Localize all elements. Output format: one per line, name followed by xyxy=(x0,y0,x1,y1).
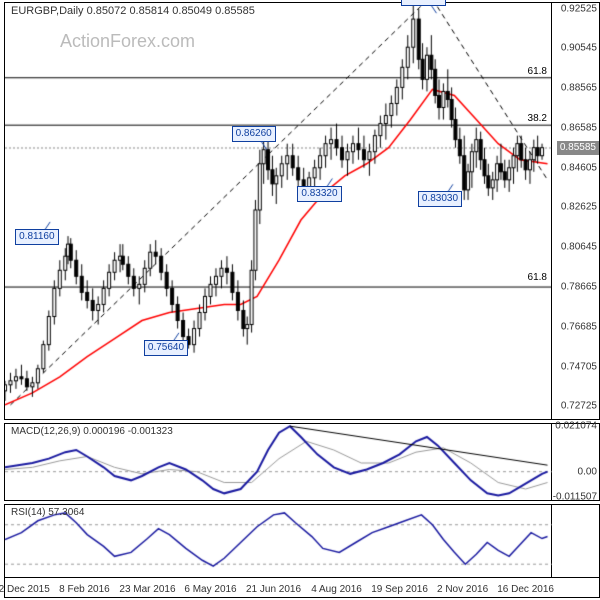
macd-y-axis: -0.0115070.000.021074 xyxy=(552,423,600,501)
rsi-canvas xyxy=(5,505,553,579)
price-canvas xyxy=(5,3,553,421)
price-y-axis: 0.727250.747050.766850.786650.806450.826… xyxy=(552,2,600,420)
watermark: ActionForex.com xyxy=(60,31,195,52)
macd-panel: MACD(12,26,9) 0.000196 -0.001323 xyxy=(4,423,552,501)
chart-title: EURGBP,Daily 0.85072 0.85814 0.85049 0.8… xyxy=(11,5,255,17)
rsi-label: RSI(14) 57.3064 xyxy=(11,507,84,518)
rsi-panel: RSI(14) 57.3064 xyxy=(4,504,552,578)
macd-label: MACD(12,26,9) 0.000196 -0.001323 xyxy=(11,426,173,437)
price-chart-panel: EURGBP,Daily 0.85072 0.85814 0.85049 0.8… xyxy=(4,2,552,420)
x-axis: 22 Dec 20158 Feb 201623 Mar 20166 May 20… xyxy=(4,578,600,598)
rsi-y-axis xyxy=(552,504,600,578)
